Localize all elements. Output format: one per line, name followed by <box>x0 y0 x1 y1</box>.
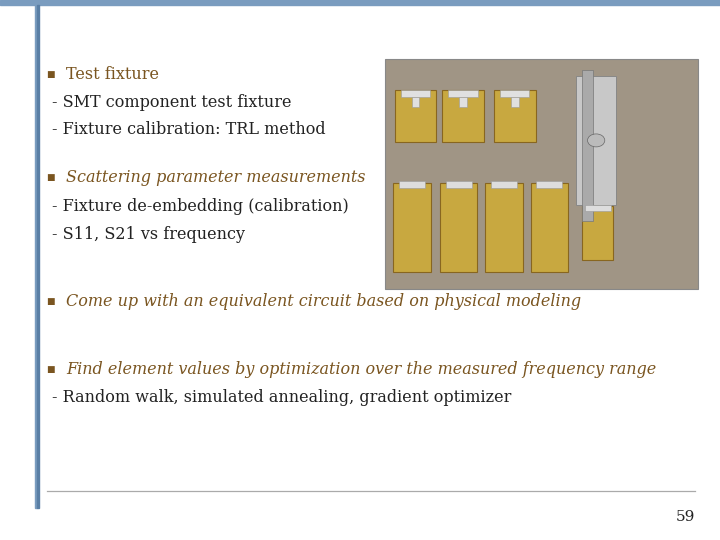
Text: - SMT component test fixture: - SMT component test fixture <box>52 94 292 111</box>
Bar <box>412 97 419 106</box>
Text: ■: ■ <box>46 365 55 374</box>
Bar <box>536 181 562 188</box>
Bar <box>401 90 430 97</box>
Bar <box>582 206 613 260</box>
Bar <box>485 183 523 272</box>
Bar <box>393 183 431 272</box>
Bar <box>37 5 39 508</box>
Bar <box>35 5 37 508</box>
Bar <box>511 97 518 106</box>
Text: ■: ■ <box>46 173 55 181</box>
Bar <box>500 90 529 97</box>
Bar <box>399 181 425 188</box>
Bar <box>491 181 517 188</box>
Bar <box>585 205 611 211</box>
Text: - Random walk, simulated annealing, gradient optimizer: - Random walk, simulated annealing, grad… <box>52 389 511 406</box>
Text: Test fixture: Test fixture <box>66 66 159 83</box>
Bar <box>531 183 568 272</box>
Bar <box>395 91 436 141</box>
Text: - Fixture calibration: TRL method: - Fixture calibration: TRL method <box>52 121 325 138</box>
Bar <box>446 181 472 188</box>
Bar <box>442 91 484 141</box>
Text: Come up with an equivalent circuit based on physical modeling: Come up with an equivalent circuit based… <box>66 293 581 310</box>
Bar <box>576 76 616 205</box>
Text: ■: ■ <box>46 297 55 306</box>
Bar <box>494 91 536 141</box>
Bar <box>0 0 720 5</box>
Text: 59: 59 <box>675 510 695 524</box>
Text: ■: ■ <box>46 70 55 79</box>
Text: - Fixture de-embedding (calibration): - Fixture de-embedding (calibration) <box>52 198 348 215</box>
Text: Find element values by optimization over the measured frequency range: Find element values by optimization over… <box>66 361 657 378</box>
Bar <box>449 90 477 97</box>
Bar <box>459 97 467 106</box>
Text: Scattering parameter measurements: Scattering parameter measurements <box>66 168 366 186</box>
Bar <box>440 183 477 272</box>
Circle shape <box>588 134 605 147</box>
Text: - S11, S21 vs frequency: - S11, S21 vs frequency <box>52 226 245 243</box>
Bar <box>582 70 593 221</box>
Bar <box>385 59 698 289</box>
